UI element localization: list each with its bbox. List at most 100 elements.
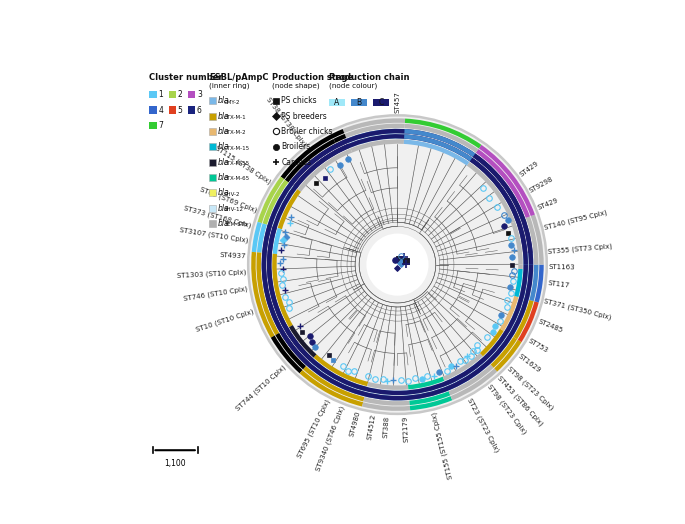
Wedge shape [476,149,530,218]
FancyBboxPatch shape [209,220,216,227]
Wedge shape [403,139,469,166]
FancyBboxPatch shape [209,174,216,181]
Wedge shape [466,162,515,223]
Text: ST69 (ST69 Cplx): ST69 (ST69 Cplx) [199,185,258,213]
Text: A: A [334,99,340,107]
Text: Broiler chicks: Broiler chicks [282,127,333,136]
Wedge shape [252,222,262,252]
FancyBboxPatch shape [209,143,216,150]
Wedge shape [524,253,533,300]
Text: 5: 5 [177,106,182,115]
Text: ST457: ST457 [395,92,401,113]
Text: 7: 7 [158,121,163,130]
Wedge shape [277,189,301,230]
Text: ST453 (ST86 Cplx): ST453 (ST86 Cplx) [497,375,545,428]
Text: TEM-STb: TEM-STb [223,222,247,227]
FancyBboxPatch shape [209,113,216,120]
Text: PS breeders: PS breeders [282,112,327,121]
Text: (node colour): (node colour) [329,82,377,89]
Text: ST373 (ST168 Cplx): ST373 (ST168 Cplx) [184,204,252,228]
Wedge shape [367,382,408,390]
Text: 1: 1 [158,90,163,99]
Wedge shape [514,269,523,297]
Wedge shape [447,361,490,390]
Wedge shape [530,265,538,301]
Wedge shape [408,377,445,389]
Text: ST4937: ST4937 [220,253,247,260]
Text: ST98 (ST23 Cplx): ST98 (ST23 Cplx) [506,365,554,411]
Wedge shape [518,301,538,342]
Wedge shape [285,139,336,182]
Wedge shape [351,139,404,152]
Text: ST10 (ST10 Cplx): ST10 (ST10 Cplx) [195,308,255,333]
Wedge shape [275,333,306,369]
Text: ST388: ST388 [382,416,390,438]
Text: CTX-M-15: CTX-M-15 [223,146,250,150]
Wedge shape [289,325,316,358]
Wedge shape [280,330,310,366]
Wedge shape [513,300,534,340]
Wedge shape [299,370,363,407]
Text: C: C [379,99,384,107]
Wedge shape [479,145,535,216]
Wedge shape [500,296,519,331]
Text: ST746 (ST10 Cplx): ST746 (ST10 Cplx) [184,285,249,302]
Text: ST695 (ST10 Cplx): ST695 (ST10 Cplx) [297,398,332,458]
Text: bla: bla [218,143,229,151]
Text: ST1163: ST1163 [549,264,575,271]
Wedge shape [519,253,528,298]
Text: CTX-M-55: CTX-M-55 [223,161,250,166]
Text: bla: bla [218,158,229,167]
Wedge shape [363,397,410,406]
Wedge shape [404,129,475,157]
Text: ST23 (ST23 Cplx): ST23 (ST23 Cplx) [466,397,499,453]
Wedge shape [349,134,404,148]
Wedge shape [262,253,284,333]
Wedge shape [449,365,494,396]
Text: SHV-2: SHV-2 [223,191,240,196]
Text: ST4512: ST4512 [366,413,377,441]
Text: bla: bla [218,188,229,198]
Text: CTX-M-2: CTX-M-2 [223,130,246,135]
Text: ST371 (ST350 Cplx): ST371 (ST350 Cplx) [543,298,612,321]
Wedge shape [473,154,533,265]
Wedge shape [364,386,448,400]
Wedge shape [404,134,473,161]
Text: Production chain: Production chain [329,73,410,82]
FancyBboxPatch shape [209,128,216,135]
Text: SHV-12: SHV-12 [223,207,244,212]
Wedge shape [410,391,450,405]
Wedge shape [526,216,538,265]
Wedge shape [314,354,369,386]
Text: 3: 3 [197,90,202,99]
Wedge shape [248,115,547,414]
Wedge shape [347,129,405,143]
Wedge shape [262,129,533,400]
Wedge shape [490,337,517,368]
FancyBboxPatch shape [188,106,195,114]
FancyBboxPatch shape [329,99,345,106]
Wedge shape [443,353,483,381]
FancyBboxPatch shape [149,91,157,99]
Text: CTX-M-65: CTX-M-65 [223,176,250,181]
Wedge shape [303,366,364,401]
Text: Production stage: Production stage [273,73,353,82]
Text: Broilers: Broilers [282,143,310,151]
Wedge shape [262,225,272,253]
FancyBboxPatch shape [149,106,157,114]
Wedge shape [272,254,292,328]
FancyBboxPatch shape [188,91,195,99]
Text: ST98 (ST23 Cplx): ST98 (ST23 Cplx) [486,384,527,435]
Wedge shape [297,148,352,192]
Wedge shape [445,357,486,386]
Wedge shape [273,186,297,228]
Text: B: B [357,99,362,107]
Wedge shape [342,118,405,133]
Text: ST429: ST429 [536,197,559,211]
Wedge shape [262,180,288,225]
Text: 2: 2 [177,90,182,99]
Text: ST9340 (ST46 Cplx): ST9340 (ST46 Cplx) [315,405,347,472]
Wedge shape [258,177,284,223]
Text: CMY-2: CMY-2 [223,100,240,104]
Wedge shape [345,124,405,138]
